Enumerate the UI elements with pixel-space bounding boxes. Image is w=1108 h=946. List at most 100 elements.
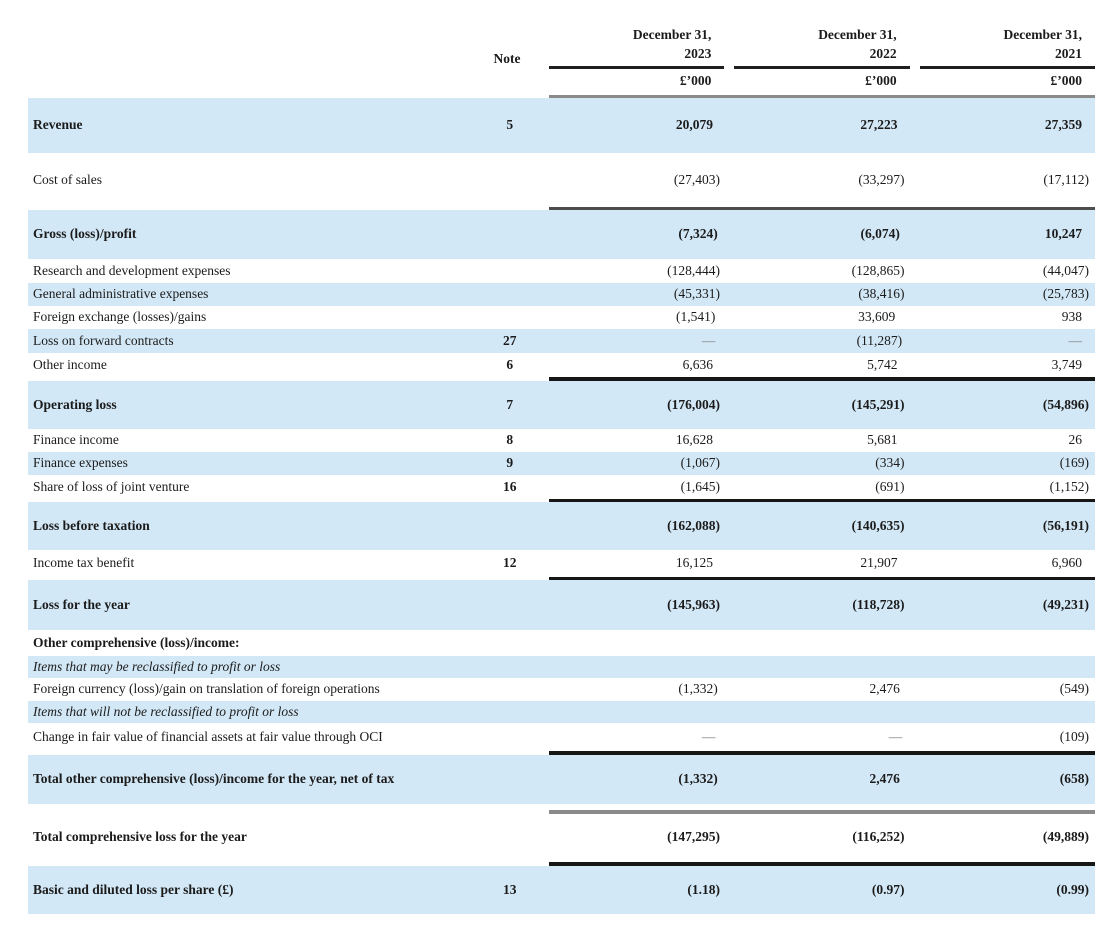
value-cell: 2,476 bbox=[869, 771, 900, 787]
note-cell: 12 bbox=[503, 555, 517, 571]
value-cell: (0.97) bbox=[871, 881, 905, 897]
table-row: Finance expenses 9 (1,067) (334) (169) bbox=[28, 451, 1095, 475]
row-label: Revenue bbox=[33, 117, 83, 133]
date-header: December 31, bbox=[818, 27, 897, 42]
table-header-dates: December 31, December 31, December 31, bbox=[28, 26, 1095, 45]
separator-rule bbox=[549, 206, 1095, 210]
value-cell: (6,074) bbox=[860, 226, 900, 242]
value-cell: (0.99) bbox=[1056, 881, 1090, 897]
note-cell: 9 bbox=[506, 455, 514, 471]
value-cell: (140,635) bbox=[851, 517, 905, 533]
value-cells: (1,541) 33,609 938 bbox=[552, 309, 1095, 325]
value-cell: 33,609 bbox=[858, 309, 896, 325]
value-cell: (1,067) bbox=[680, 455, 721, 471]
value-cells: (128,444) (128,865) (44,047) bbox=[552, 263, 1095, 279]
value-cell: (1,152) bbox=[1049, 478, 1090, 494]
value-cell: — bbox=[1068, 332, 1083, 348]
value-cell: (549) bbox=[1059, 681, 1089, 697]
value-cell: 16,628 bbox=[675, 432, 714, 448]
value-cell: (169) bbox=[1059, 455, 1090, 471]
value-cell: (38,416) bbox=[858, 286, 905, 302]
value-cell: (33,297) bbox=[858, 171, 905, 187]
row-label: Loss before taxation bbox=[33, 517, 150, 533]
table-row: Total other comprehensive (loss)/income … bbox=[28, 754, 1095, 804]
row-label: Loss on forward contracts bbox=[33, 332, 174, 348]
value-cell: 27,223 bbox=[860, 117, 898, 133]
value-cell: (1,332) bbox=[678, 771, 718, 787]
value-cell: 26 bbox=[1068, 432, 1083, 448]
value-cell: (49,231) bbox=[1042, 596, 1090, 612]
table-row: Loss before taxation (162,088) (140,635) (5… bbox=[28, 501, 1095, 550]
value-cell: (118,728) bbox=[852, 596, 905, 612]
value-cells: (1.18) (0.97) (0.99) bbox=[552, 882, 1095, 898]
separator-rule bbox=[549, 498, 1095, 502]
year-header: 2023 bbox=[549, 45, 725, 69]
value-cell: 2,476 bbox=[869, 681, 900, 697]
value-cell: 3,749 bbox=[1051, 356, 1083, 372]
row-label: Gross (loss)/profit bbox=[33, 226, 137, 242]
value-cell: 938 bbox=[1061, 309, 1082, 325]
value-cell: 21,907 bbox=[860, 555, 898, 571]
table-row: Loss on forward contracts 27 — (11,287) — bbox=[28, 328, 1095, 353]
value-cell: — bbox=[888, 728, 903, 744]
value-cell: (27,403) bbox=[673, 171, 721, 187]
note-cell: 6 bbox=[506, 356, 514, 372]
unit-header: £’000 bbox=[679, 72, 712, 88]
note-cell: 8 bbox=[506, 432, 514, 448]
value-cell: (334) bbox=[875, 455, 905, 471]
note-column-header: Note bbox=[493, 50, 521, 66]
value-cell: (162,088) bbox=[667, 517, 721, 533]
value-cell: (7,324) bbox=[678, 226, 718, 242]
value-cell: (658) bbox=[1059, 771, 1089, 787]
table-row: Income tax benefit 12 16,125 21,907 6,960 bbox=[28, 549, 1095, 577]
row-label: Other income bbox=[33, 356, 107, 372]
value-cells: — (11,287) — bbox=[552, 333, 1095, 349]
row-label: Foreign currency (loss)/gain on translat… bbox=[33, 681, 380, 697]
row-label: Basic and diluted loss per share (£) bbox=[33, 881, 234, 897]
table-row: Total comprehensive loss for the year (14… bbox=[28, 813, 1095, 860]
row-label: Items that may be reclassified to profit… bbox=[33, 658, 281, 674]
value-cell: (147,295) bbox=[667, 828, 721, 844]
row-label: Change in fair value of financial assets… bbox=[33, 728, 383, 744]
value-cells: (1,645) (691) (1,152) bbox=[552, 479, 1095, 495]
value-cells: (7,324) (6,074) 10,247 bbox=[552, 226, 1095, 242]
value-cell: (109) bbox=[1059, 728, 1089, 744]
value-cell: 10,247 bbox=[1044, 226, 1082, 242]
value-cell: (128,444) bbox=[667, 262, 721, 278]
value-cell: 6,960 bbox=[1051, 555, 1083, 571]
row-label: General administrative expenses bbox=[33, 286, 209, 302]
table-row: Finance income 8 16,628 5,681 26 bbox=[28, 428, 1095, 452]
value-cell: (1,332) bbox=[678, 681, 718, 697]
value-cell: (116,252) bbox=[852, 828, 905, 844]
value-cell: (1,645) bbox=[680, 478, 721, 494]
value-cell: (44,047) bbox=[1042, 262, 1090, 278]
row-label: Income tax benefit bbox=[33, 555, 135, 571]
value-cells: (1,067) (334) (169) bbox=[552, 455, 1095, 471]
income-statement-table: December 31, December 31, December 31, N… bbox=[28, 0, 1095, 914]
date-header: December 31, bbox=[1003, 27, 1082, 42]
value-cells: (1,332) 2,476 (549) bbox=[552, 681, 1095, 697]
value-cells: (162,088) (140,635) (56,191) bbox=[552, 518, 1095, 534]
separator-rule bbox=[549, 376, 1095, 381]
value-cell: (49,889) bbox=[1042, 828, 1090, 844]
row-label: Other comprehensive (loss)/income: bbox=[33, 634, 240, 650]
table-row: Other comprehensive (loss)/income: bbox=[28, 629, 1095, 656]
row-label: Operating loss bbox=[33, 396, 117, 412]
note-cell: 27 bbox=[503, 332, 517, 348]
table-row: Loss for the year (145,963) (118,728) (49,2… bbox=[28, 579, 1095, 630]
value-cell: (145,963) bbox=[667, 596, 721, 612]
unit-header: £’000 bbox=[865, 72, 897, 88]
table-row: Foreign currency (loss)/gain on translat… bbox=[28, 677, 1095, 701]
row-label: Cost of sales bbox=[33, 171, 102, 187]
value-cells: (147,295) (116,252) (49,889) bbox=[552, 829, 1095, 845]
row-label: Finance expenses bbox=[33, 455, 128, 471]
value-cell: (17,112) bbox=[1043, 171, 1090, 187]
value-cell: (54,896) bbox=[1042, 396, 1090, 412]
table-row: Basic and diluted loss per share (£) 13 (1… bbox=[28, 865, 1095, 914]
value-cell: (145,291) bbox=[851, 396, 905, 412]
value-cells: — — (109) bbox=[552, 729, 1095, 745]
table-row: Items that may be reclassified to profit… bbox=[28, 655, 1095, 678]
value-cell: (56,191) bbox=[1042, 517, 1090, 533]
value-cell: (176,004) bbox=[667, 396, 721, 412]
row-label: Finance income bbox=[33, 432, 119, 448]
